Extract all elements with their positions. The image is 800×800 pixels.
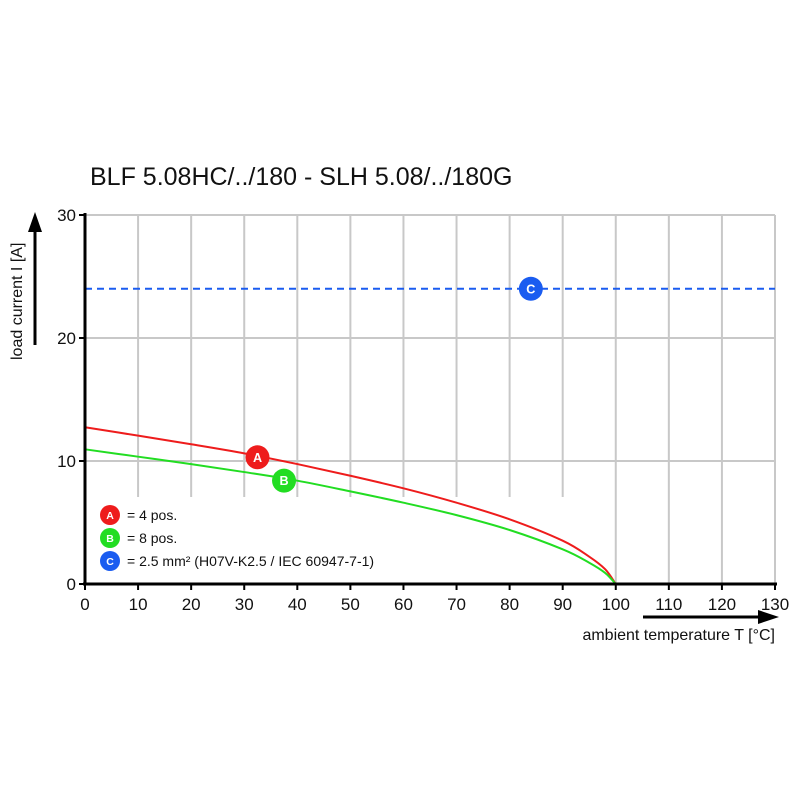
series-layer: ABC: [84, 276, 775, 585]
x-tick-label: 30: [235, 595, 254, 614]
y-axis-label-group: load current I [A]: [9, 243, 26, 360]
series-line-B: [84, 448, 617, 585]
legend-marker-C-circle: [100, 551, 120, 571]
x-tick-label: 60: [394, 595, 413, 614]
legend-marker-A-letter: A: [106, 510, 114, 522]
series-line-A: [84, 426, 617, 585]
legend-marker-B-circle: [100, 528, 120, 548]
legend-label-B: = 8 pos.: [127, 530, 177, 546]
legend-label-A: = 4 pos.: [127, 507, 177, 523]
y-arrow-head-icon: [28, 212, 42, 232]
series-marker-B-circle: [272, 468, 297, 493]
chart-title: BLF 5.08HC/../180 - SLH 5.08/../180G: [90, 163, 512, 191]
x-tick-label: 50: [341, 595, 360, 614]
y-tick-label: 0: [67, 575, 76, 594]
legend-marker-A-circle: [100, 505, 120, 525]
series-marker-A-circle: [245, 445, 270, 470]
x-tick-label: 80: [500, 595, 519, 614]
series-marker-C-letter: C: [526, 282, 535, 296]
x-tick-label: 20: [182, 595, 201, 614]
axes: 0 10 20 30 40 50 60 70 80 90 100 110 120 130 0 10 20 30: [28, 206, 789, 624]
x-axis-label: ambient temperature T [°C]: [582, 627, 775, 644]
series-marker-C-circle: [518, 276, 543, 301]
x-arrow-head-icon: [758, 610, 779, 624]
series-marker-A-letter: A: [253, 451, 262, 465]
y-tick-label: 30: [57, 206, 76, 225]
x-tick-label: 120: [708, 595, 736, 614]
y-axis-label: load current I [A]: [9, 243, 26, 360]
x-tick-label: 40: [288, 595, 307, 614]
x-tick-label: 110: [655, 595, 682, 614]
legend-marker-B-letter: B: [106, 533, 114, 545]
y-tick-label: 10: [57, 452, 76, 471]
legend-label-C: = 2.5 mm² (H07V-K2.5 / IEC 60947-7-1): [127, 553, 374, 569]
legend-marker-C-letter: C: [106, 556, 114, 568]
series-marker-B-letter: B: [279, 474, 288, 488]
y-tick-label: 20: [57, 329, 76, 348]
x-tick-label: 130: [761, 595, 789, 614]
x-tick-label: 70: [447, 595, 466, 614]
grid: [85, 214, 776, 584]
x-tick-label: 100: [602, 595, 630, 614]
x-tick-label: 0: [80, 595, 89, 614]
x-tick-label: 10: [129, 595, 148, 614]
x-tick-label: 90: [553, 595, 572, 614]
legend: A = 4 pos. B = 8 pos. C = 2.5 mm² (H07V-K2.5 …: [100, 505, 374, 571]
